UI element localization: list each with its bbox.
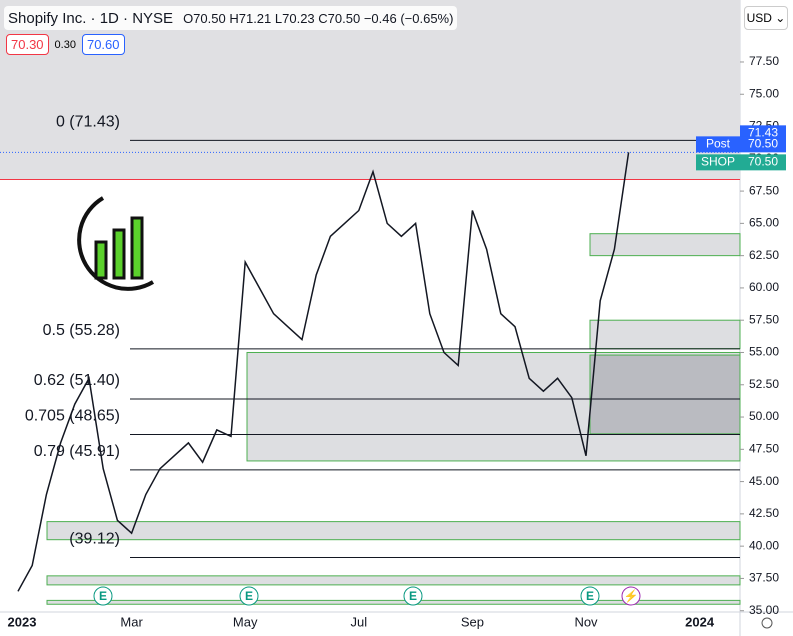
logo [77, 196, 155, 291]
y-tick-label: 47.50 [749, 441, 779, 455]
x-tick-label: Mar [120, 614, 143, 629]
badge-tag-bg [696, 136, 740, 153]
fib-label: 0.79 (45.91) [34, 443, 120, 460]
zone [46, 599, 741, 605]
y-tick-label: 77.50 [749, 54, 779, 68]
x-tick-label: May [233, 614, 258, 629]
x-tick-label: Jul [350, 614, 367, 629]
fib-label: 0.5 (55.28) [43, 322, 120, 339]
bid[interactable]: 70.30 [6, 34, 49, 55]
zone [589, 319, 741, 350]
fib-label: (39.12) [69, 531, 120, 548]
svg-text:E: E [409, 589, 417, 603]
x-tick-label: 2023 [8, 614, 37, 629]
fib-label: 0 (71.43) [56, 114, 120, 131]
symbol: Shopify Inc. · 1D · NYSE [8, 9, 174, 27]
price-badge [740, 136, 786, 153]
currency: USD [746, 11, 772, 25]
fib-label: 0.62 (51.40) [34, 372, 120, 389]
y-tick-label: 50.00 [749, 409, 779, 423]
ohlc: O70.50 H71.21 L70.23 C70.50 −0.46 (−0.65… [183, 11, 453, 26]
change: −0.46 (−0.65%) [363, 10, 454, 26]
currency-button[interactable]: USD ⌄ [744, 6, 788, 30]
y-tick-label: 57.50 [749, 312, 779, 326]
svg-text:⚡: ⚡ [624, 589, 639, 603]
high: H71.21 [229, 10, 272, 26]
x-tick-label: Sep [461, 614, 484, 629]
low: L70.23 [274, 10, 315, 26]
y-tick-label: 75.00 [749, 86, 779, 100]
badge-tag-bg [696, 154, 740, 171]
symbol-header: Shopify Inc. · 1D · NYSE O70.50 H71.21 L… [4, 6, 458, 30]
svg-text:E: E [99, 589, 107, 603]
svg-text:E: E [586, 589, 594, 603]
y-tick-label: 35.00 [749, 603, 779, 617]
y-tick-label: 62.50 [749, 248, 779, 262]
y-tick-label: 45.00 [749, 474, 779, 488]
x-tick-label: Nov [574, 614, 598, 629]
price-badge-label: 70.50 [748, 137, 778, 151]
ask[interactable]: 70.60 [81, 34, 125, 55]
zone [46, 575, 741, 586]
svg-text:E: E [245, 589, 253, 603]
badge-tag: SHOP [701, 155, 735, 169]
price-badge-label: 70.50 [748, 155, 778, 169]
y-tick-label: 52.50 [749, 377, 779, 391]
zone [589, 354, 741, 435]
zone [46, 521, 741, 541]
zone [246, 351, 741, 462]
y-tick-label: 67.50 [749, 183, 779, 197]
y-tick-label: 60.00 [749, 280, 779, 294]
y-tick-label: 37.50 [749, 571, 779, 585]
y-tick-label: 65.00 [749, 216, 779, 230]
y-tick-label: 55.00 [749, 345, 779, 359]
price-badge-label: 71.43 [748, 126, 778, 140]
quote: 70.30 0.30 70.60 [6, 34, 125, 55]
close: C70.50 [318, 10, 361, 26]
price-badge [740, 154, 786, 171]
price-axis-bg [740, 0, 793, 636]
spread: 0.30 [54, 38, 76, 51]
y-tick-label: 42.50 [749, 506, 779, 520]
open: O70.50 [183, 10, 226, 26]
earnings-markers: E E E E ⚡ [93, 586, 641, 606]
settings-icon[interactable] [761, 617, 773, 629]
x-tick-label: 2024 [685, 614, 715, 629]
zone [589, 233, 741, 257]
y-tick-label: 40.00 [749, 538, 779, 552]
badge-tag: Post [706, 137, 731, 151]
price-series [17, 152, 630, 592]
